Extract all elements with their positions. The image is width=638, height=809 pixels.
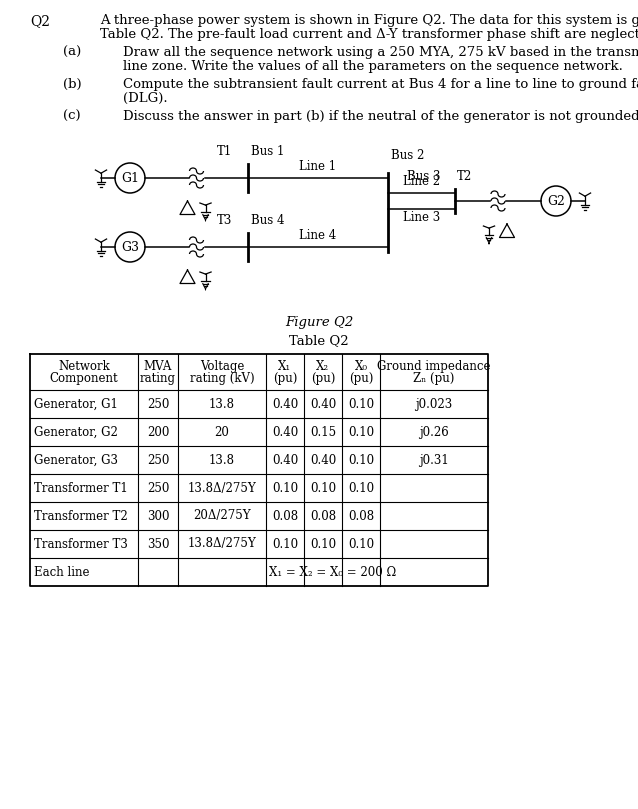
- Text: 0.40: 0.40: [310, 397, 336, 410]
- Text: 0.08: 0.08: [310, 510, 336, 523]
- Text: 0.40: 0.40: [310, 454, 336, 467]
- Text: X₀: X₀: [355, 359, 367, 372]
- Text: 13.8: 13.8: [209, 454, 235, 467]
- Text: Table Q2: Table Q2: [289, 334, 349, 347]
- Text: 250: 250: [147, 454, 169, 467]
- Text: Transformer T1: Transformer T1: [34, 481, 128, 494]
- Text: Table Q2. The pre-fault load current and Δ-Y transformer phase shift are neglect: Table Q2. The pre-fault load current and…: [100, 28, 638, 41]
- Text: (c): (c): [63, 110, 80, 123]
- Text: (a): (a): [63, 46, 81, 59]
- Text: Compute the subtransient fault current at Bus 4 for a line to line to ground fau: Compute the subtransient fault current a…: [123, 78, 638, 91]
- Text: X₁ = X₂ = X₀ = 200 Ω: X₁ = X₂ = X₀ = 200 Ω: [269, 565, 397, 578]
- Text: T2: T2: [457, 170, 472, 183]
- Text: 0.10: 0.10: [348, 537, 374, 550]
- Text: 13.8: 13.8: [209, 397, 235, 410]
- Text: Zₙ (pu): Zₙ (pu): [413, 371, 455, 384]
- Text: 0.10: 0.10: [348, 397, 374, 410]
- Text: Draw all the sequence network using a 250 MYA, 275 kV based in the transmission: Draw all the sequence network using a 25…: [123, 46, 638, 59]
- Text: (b): (b): [63, 78, 82, 91]
- Text: rating (kV): rating (kV): [189, 371, 255, 384]
- Text: (pu): (pu): [311, 371, 335, 384]
- Text: 13.8Δ/275Y: 13.8Δ/275Y: [188, 481, 256, 494]
- Text: 0.08: 0.08: [348, 510, 374, 523]
- Text: X₂: X₂: [316, 359, 330, 372]
- Text: 20: 20: [214, 426, 230, 438]
- Text: rating: rating: [140, 371, 176, 384]
- Text: Component: Component: [50, 371, 118, 384]
- Text: Generator, G2: Generator, G2: [34, 426, 118, 438]
- Text: T3: T3: [217, 214, 232, 227]
- Text: Ground impedance: Ground impedance: [377, 359, 491, 372]
- Text: Each line: Each line: [34, 565, 89, 578]
- Text: Network: Network: [58, 359, 110, 372]
- Text: 0.10: 0.10: [348, 481, 374, 494]
- Text: Figure Q2: Figure Q2: [285, 316, 353, 329]
- Text: j0.31: j0.31: [419, 454, 449, 467]
- Text: Generator, G1: Generator, G1: [34, 397, 118, 410]
- Text: Line 2: Line 2: [403, 175, 440, 188]
- Text: G3: G3: [121, 240, 139, 253]
- Text: A three-phase power system is shown in Figure Q2. The data for this system is gi: A three-phase power system is shown in F…: [100, 14, 638, 27]
- Text: 250: 250: [147, 481, 169, 494]
- Text: MVA: MVA: [144, 359, 172, 372]
- Text: 200: 200: [147, 426, 169, 438]
- Text: Bus 1: Bus 1: [251, 145, 285, 158]
- Text: Line 4: Line 4: [299, 229, 337, 242]
- Text: 0.10: 0.10: [348, 426, 374, 438]
- Text: Voltage: Voltage: [200, 359, 244, 372]
- Text: 300: 300: [147, 510, 169, 523]
- Text: 0.40: 0.40: [272, 454, 298, 467]
- Text: 13.8Δ/275Y: 13.8Δ/275Y: [188, 537, 256, 550]
- Text: 0.40: 0.40: [272, 397, 298, 410]
- Text: 0.10: 0.10: [310, 537, 336, 550]
- Text: 0.15: 0.15: [310, 426, 336, 438]
- Text: 0.10: 0.10: [310, 481, 336, 494]
- Text: Bus 3: Bus 3: [407, 170, 440, 183]
- Text: 20Δ/275Y: 20Δ/275Y: [193, 510, 251, 523]
- Text: Line 1: Line 1: [299, 160, 337, 173]
- Text: (pu): (pu): [349, 371, 373, 384]
- Text: X₁: X₁: [278, 359, 292, 372]
- Text: 0.10: 0.10: [272, 537, 298, 550]
- Text: (pu): (pu): [273, 371, 297, 384]
- Text: Line 3: Line 3: [403, 211, 440, 224]
- Text: Q2: Q2: [30, 14, 50, 28]
- Text: Bus 4: Bus 4: [251, 214, 285, 227]
- Text: T1: T1: [217, 145, 232, 158]
- Text: 250: 250: [147, 397, 169, 410]
- Text: 0.10: 0.10: [272, 481, 298, 494]
- Text: Transformer T2: Transformer T2: [34, 510, 128, 523]
- Text: j0.26: j0.26: [419, 426, 449, 438]
- Text: Discuss the answer in part (b) if the neutral of the generator is not grounded.: Discuss the answer in part (b) if the ne…: [123, 110, 638, 123]
- Text: G1: G1: [121, 172, 139, 184]
- Text: Bus 2: Bus 2: [391, 149, 424, 162]
- Text: G2: G2: [547, 194, 565, 207]
- Text: 0.08: 0.08: [272, 510, 298, 523]
- Text: (DLG).: (DLG).: [123, 92, 168, 105]
- Text: 0.40: 0.40: [272, 426, 298, 438]
- Text: j0.023: j0.023: [415, 397, 452, 410]
- Text: 350: 350: [147, 537, 169, 550]
- Text: Generator, G3: Generator, G3: [34, 454, 118, 467]
- Text: Transformer T3: Transformer T3: [34, 537, 128, 550]
- Text: 0.10: 0.10: [348, 454, 374, 467]
- Text: line zone. Write the values of all the parameters on the sequence network.: line zone. Write the values of all the p…: [123, 60, 623, 73]
